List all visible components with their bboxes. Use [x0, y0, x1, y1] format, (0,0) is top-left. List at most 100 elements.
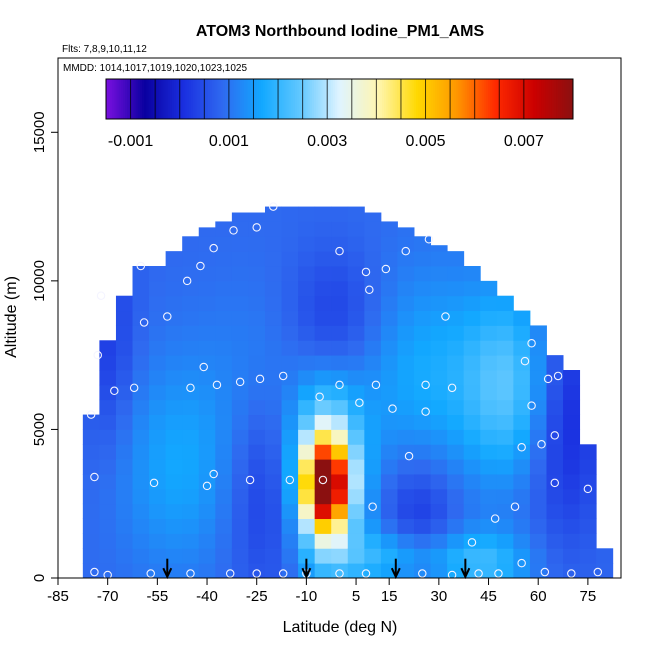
heatmap-cell [264, 384, 282, 401]
heatmap-cell [496, 355, 514, 371]
heatmap-cell [264, 340, 282, 356]
heatmap-cell [248, 414, 266, 430]
heatmap-cell [165, 548, 183, 564]
colorbar-segment [371, 79, 374, 119]
colorbar-segment [197, 79, 200, 119]
colorbar-segment [122, 79, 126, 119]
sample-point [361, 569, 371, 578]
heatmap-cell [397, 399, 415, 416]
heatmap-cell [447, 414, 465, 430]
x-tick-label: 45 [480, 588, 497, 605]
heatmap-cell [198, 384, 216, 401]
heatmap-cell [529, 548, 547, 564]
colorbar-segment [263, 79, 266, 119]
heatmap-cell [298, 310, 316, 326]
heatmap-cell [364, 221, 382, 237]
heatmap-cell [347, 488, 365, 505]
heatmap-cell [99, 548, 117, 564]
heatmap-cell [99, 340, 117, 356]
colorbar-segment [118, 79, 122, 119]
colorbar-tick-label: 0.007 [504, 133, 544, 150]
heatmap-cell [231, 459, 249, 475]
heatmap-cell [496, 295, 514, 312]
heatmap-cell [264, 266, 282, 282]
heatmap-cell [149, 488, 167, 505]
colorbar-segment [169, 79, 173, 119]
heatmap-cell [215, 503, 233, 520]
heatmap-cell [215, 266, 233, 282]
colorbar-segment [220, 79, 224, 119]
heatmap-cell [298, 206, 316, 222]
colorbar-segment [462, 79, 466, 119]
heatmap-cell [215, 518, 233, 534]
heatmap-cell [198, 280, 216, 297]
heatmap-cell [380, 488, 398, 505]
heatmap-cell [281, 459, 299, 475]
colorbar-segment [246, 79, 249, 119]
heatmap-cell [380, 563, 398, 579]
heatmap-cell [298, 355, 316, 371]
heatmap-cell [115, 384, 133, 401]
heatmap-cell [397, 325, 415, 341]
heatmap-cell [496, 563, 514, 579]
heatmap-cell [331, 399, 349, 416]
arrow-head [301, 567, 312, 580]
heatmap-cell [264, 236, 282, 252]
heatmap-cell [132, 384, 150, 401]
heatmap-cell [264, 429, 282, 445]
heatmap-cell [182, 384, 200, 401]
colorbar-segment [403, 79, 406, 119]
colorbar-segment [477, 79, 481, 119]
colorbar-segment [445, 79, 449, 119]
heatmap-cell [397, 266, 415, 282]
sample-point [418, 569, 427, 578]
colorbar-segment [517, 79, 521, 119]
heatmap-cell [248, 236, 266, 252]
heatmap-cell [281, 488, 299, 505]
sample-point [355, 398, 364, 407]
heatmap-cell [513, 503, 531, 520]
colorbar-segment [320, 79, 324, 119]
sample-point [567, 569, 576, 578]
heatmap-cell [397, 295, 415, 312]
heatmap-cell [447, 399, 465, 416]
heatmap-cell [331, 414, 349, 430]
heatmap-cell [480, 518, 498, 534]
heatmap-cell [248, 533, 266, 549]
heatmap-cell [298, 414, 316, 430]
heatmap-cell [215, 370, 233, 386]
heatmap-cell [546, 488, 564, 505]
heatmap-cell [248, 563, 266, 579]
colorbar-segment [269, 79, 273, 119]
heatmap-cell [182, 533, 200, 549]
heatmap-cell [529, 474, 547, 490]
colorbar-segment [481, 79, 485, 119]
heatmap-cell [414, 533, 432, 549]
heatmap-cell [82, 414, 100, 430]
heatmap-cell [149, 295, 167, 312]
heatmap-cell [281, 429, 299, 445]
heatmap-cell [347, 414, 365, 430]
heatmap-cell [231, 548, 249, 564]
heatmap-cell [99, 444, 117, 460]
heatmap-cell [463, 414, 481, 430]
heatmap-cell [298, 533, 316, 549]
colorbar-segment [466, 79, 470, 119]
heatmap-cell [182, 295, 200, 312]
heatmap-cell [331, 280, 349, 297]
heatmap-cell [430, 429, 448, 445]
heatmap-cell [380, 236, 398, 252]
colorbar-segment [502, 79, 506, 119]
heatmap-cell [430, 340, 448, 356]
heatmap-cell [281, 206, 299, 222]
heatmap-cell [397, 474, 415, 490]
heatmap-cell [198, 227, 216, 237]
heatmap-cell [281, 340, 299, 356]
heatmap-cell [397, 548, 415, 564]
heatmap-cell [347, 325, 365, 341]
heatmap-cell [331, 206, 349, 222]
sample-point [252, 223, 261, 232]
colorbar-segment [435, 79, 438, 119]
heatmap-cell [447, 444, 465, 460]
heatmap-cell [264, 474, 282, 490]
